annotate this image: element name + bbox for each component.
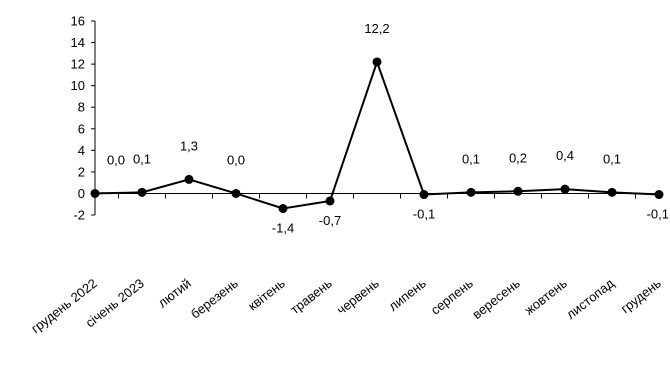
data-label: 12,2 xyxy=(364,21,389,36)
y-tick-label: 4 xyxy=(78,143,85,158)
x-category-label: червень xyxy=(334,275,382,317)
data-label: -0,1 xyxy=(413,207,435,222)
data-point xyxy=(137,187,147,197)
x-category-label: липень xyxy=(386,275,429,313)
x-category-label: грудень xyxy=(618,275,664,316)
data-labels: 0,0 0,1 1,3 0,0 -1,4 -0,7 12,2 -0,1 0,1 0,2 0,4 0,1… xyxy=(107,21,669,236)
y-tick-label: 2 xyxy=(78,164,85,179)
data-point xyxy=(90,188,100,198)
data-label: 0,0 xyxy=(107,152,125,167)
axes xyxy=(94,21,659,215)
data-label: 0,1 xyxy=(462,151,480,166)
data-point xyxy=(607,187,617,197)
data-point xyxy=(560,184,570,194)
x-category-label: травень xyxy=(288,275,336,317)
y-tick-label: 16 xyxy=(71,14,85,29)
series-line xyxy=(94,58,660,210)
y-tick-label: -2 xyxy=(73,208,85,223)
data-point xyxy=(419,190,429,200)
data-label: 0,0 xyxy=(227,152,245,167)
data-point xyxy=(466,187,476,197)
x-category-label: березень xyxy=(188,275,241,321)
x-category-label: квітень xyxy=(245,275,288,313)
data-label: 0,1 xyxy=(133,151,151,166)
data-label: 0,1 xyxy=(603,151,621,166)
data-label: -1,4 xyxy=(272,221,294,236)
x-category-label: листопад xyxy=(563,275,617,322)
x-category-label: жовтень xyxy=(522,275,570,317)
series-polyline xyxy=(94,58,660,210)
y-tick-label: 6 xyxy=(78,121,85,136)
y-tick-label: 12 xyxy=(71,57,85,72)
y-tick-label: 8 xyxy=(78,100,85,115)
data-point xyxy=(278,204,288,214)
data-point xyxy=(654,190,664,200)
data-point xyxy=(184,174,194,184)
y-axis-ticks: -2 0 2 4 6 8 10 12 14 16 xyxy=(71,14,95,223)
y-tick-label: 10 xyxy=(71,78,85,93)
data-point xyxy=(325,196,335,206)
data-label: -0,7 xyxy=(319,213,341,228)
data-points xyxy=(90,57,664,214)
data-point xyxy=(231,188,241,198)
data-label: 1,3 xyxy=(180,138,198,153)
data-point xyxy=(372,57,382,67)
x-category-label: серпень xyxy=(428,275,476,317)
data-label: -0,1 xyxy=(647,207,669,222)
data-label: 0,4 xyxy=(556,148,574,163)
x-category-label: лютий xyxy=(155,276,194,311)
data-point xyxy=(513,186,523,196)
y-tick-label: 14 xyxy=(71,35,85,50)
data-label: 0,2 xyxy=(509,150,527,165)
x-category-label: вересень xyxy=(469,275,523,322)
y-tick-label: 0 xyxy=(78,186,85,201)
